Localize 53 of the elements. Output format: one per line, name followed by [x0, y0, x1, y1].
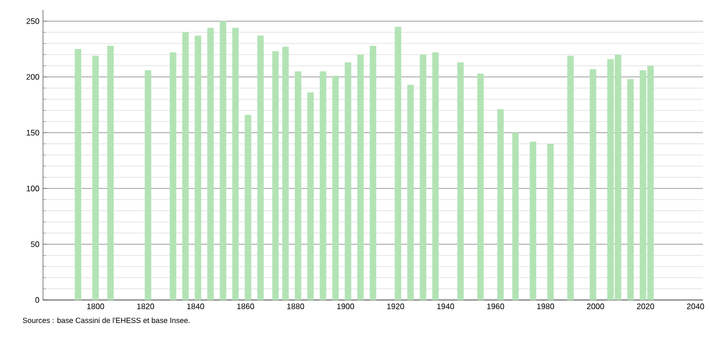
x-tick-label: 1960	[487, 304, 504, 310]
bar	[244, 114, 252, 300]
bar	[107, 46, 114, 300]
bar	[394, 26, 402, 300]
x-tick-label: 1860	[237, 304, 254, 310]
y-tick-label: 150	[26, 130, 40, 136]
bar	[220, 21, 226, 300]
bar	[257, 36, 264, 300]
bar	[477, 74, 484, 300]
bar	[232, 28, 239, 300]
bar	[370, 46, 376, 300]
bar	[547, 144, 554, 300]
bar	[627, 79, 634, 300]
bar	[407, 84, 414, 300]
x-tick-label: 1840	[187, 304, 204, 310]
x-tick-label: 1920	[387, 304, 404, 310]
bar	[74, 49, 82, 300]
bar	[282, 46, 289, 300]
bar	[590, 69, 596, 300]
bar	[357, 54, 364, 300]
bar	[307, 92, 314, 300]
bar	[512, 132, 519, 300]
x-tick-label: 1820	[137, 304, 154, 310]
bar	[332, 76, 339, 300]
bar	[530, 142, 536, 300]
y-tick-label: 250	[26, 18, 40, 24]
y-tick-label: 0	[35, 297, 40, 303]
bar	[294, 71, 302, 300]
bar	[194, 36, 202, 300]
bar	[420, 54, 426, 300]
x-tick-label: 1940	[437, 304, 454, 310]
bar	[567, 56, 574, 300]
y-tick-label: 50	[30, 241, 40, 248]
x-tick-label: 1980	[537, 304, 554, 310]
bar	[320, 71, 326, 300]
bar	[457, 62, 464, 300]
bar	[497, 109, 504, 300]
bar	[207, 28, 214, 300]
x-tick-label: 1900	[337, 304, 354, 310]
x-tick-label: 2000	[587, 304, 604, 310]
y-tick-label: 100	[26, 186, 40, 192]
x-tick-label: 1800	[87, 304, 104, 310]
bar	[144, 70, 152, 300]
y-tick-label: 200	[26, 74, 40, 80]
bar	[170, 52, 176, 300]
bar	[272, 51, 279, 300]
bar	[182, 32, 189, 300]
bar	[92, 56, 99, 300]
x-tick-label: 1880	[287, 304, 304, 310]
bar	[432, 52, 439, 300]
bar	[344, 62, 352, 300]
x-tick-label: 2020	[637, 304, 654, 310]
x-tick-label: 2040	[687, 304, 704, 310]
